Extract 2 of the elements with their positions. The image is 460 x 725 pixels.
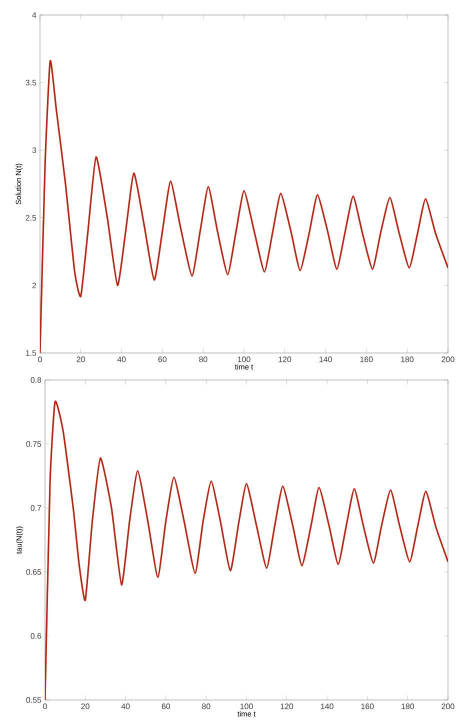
line-series <box>45 400 448 700</box>
line-series <box>40 60 448 353</box>
